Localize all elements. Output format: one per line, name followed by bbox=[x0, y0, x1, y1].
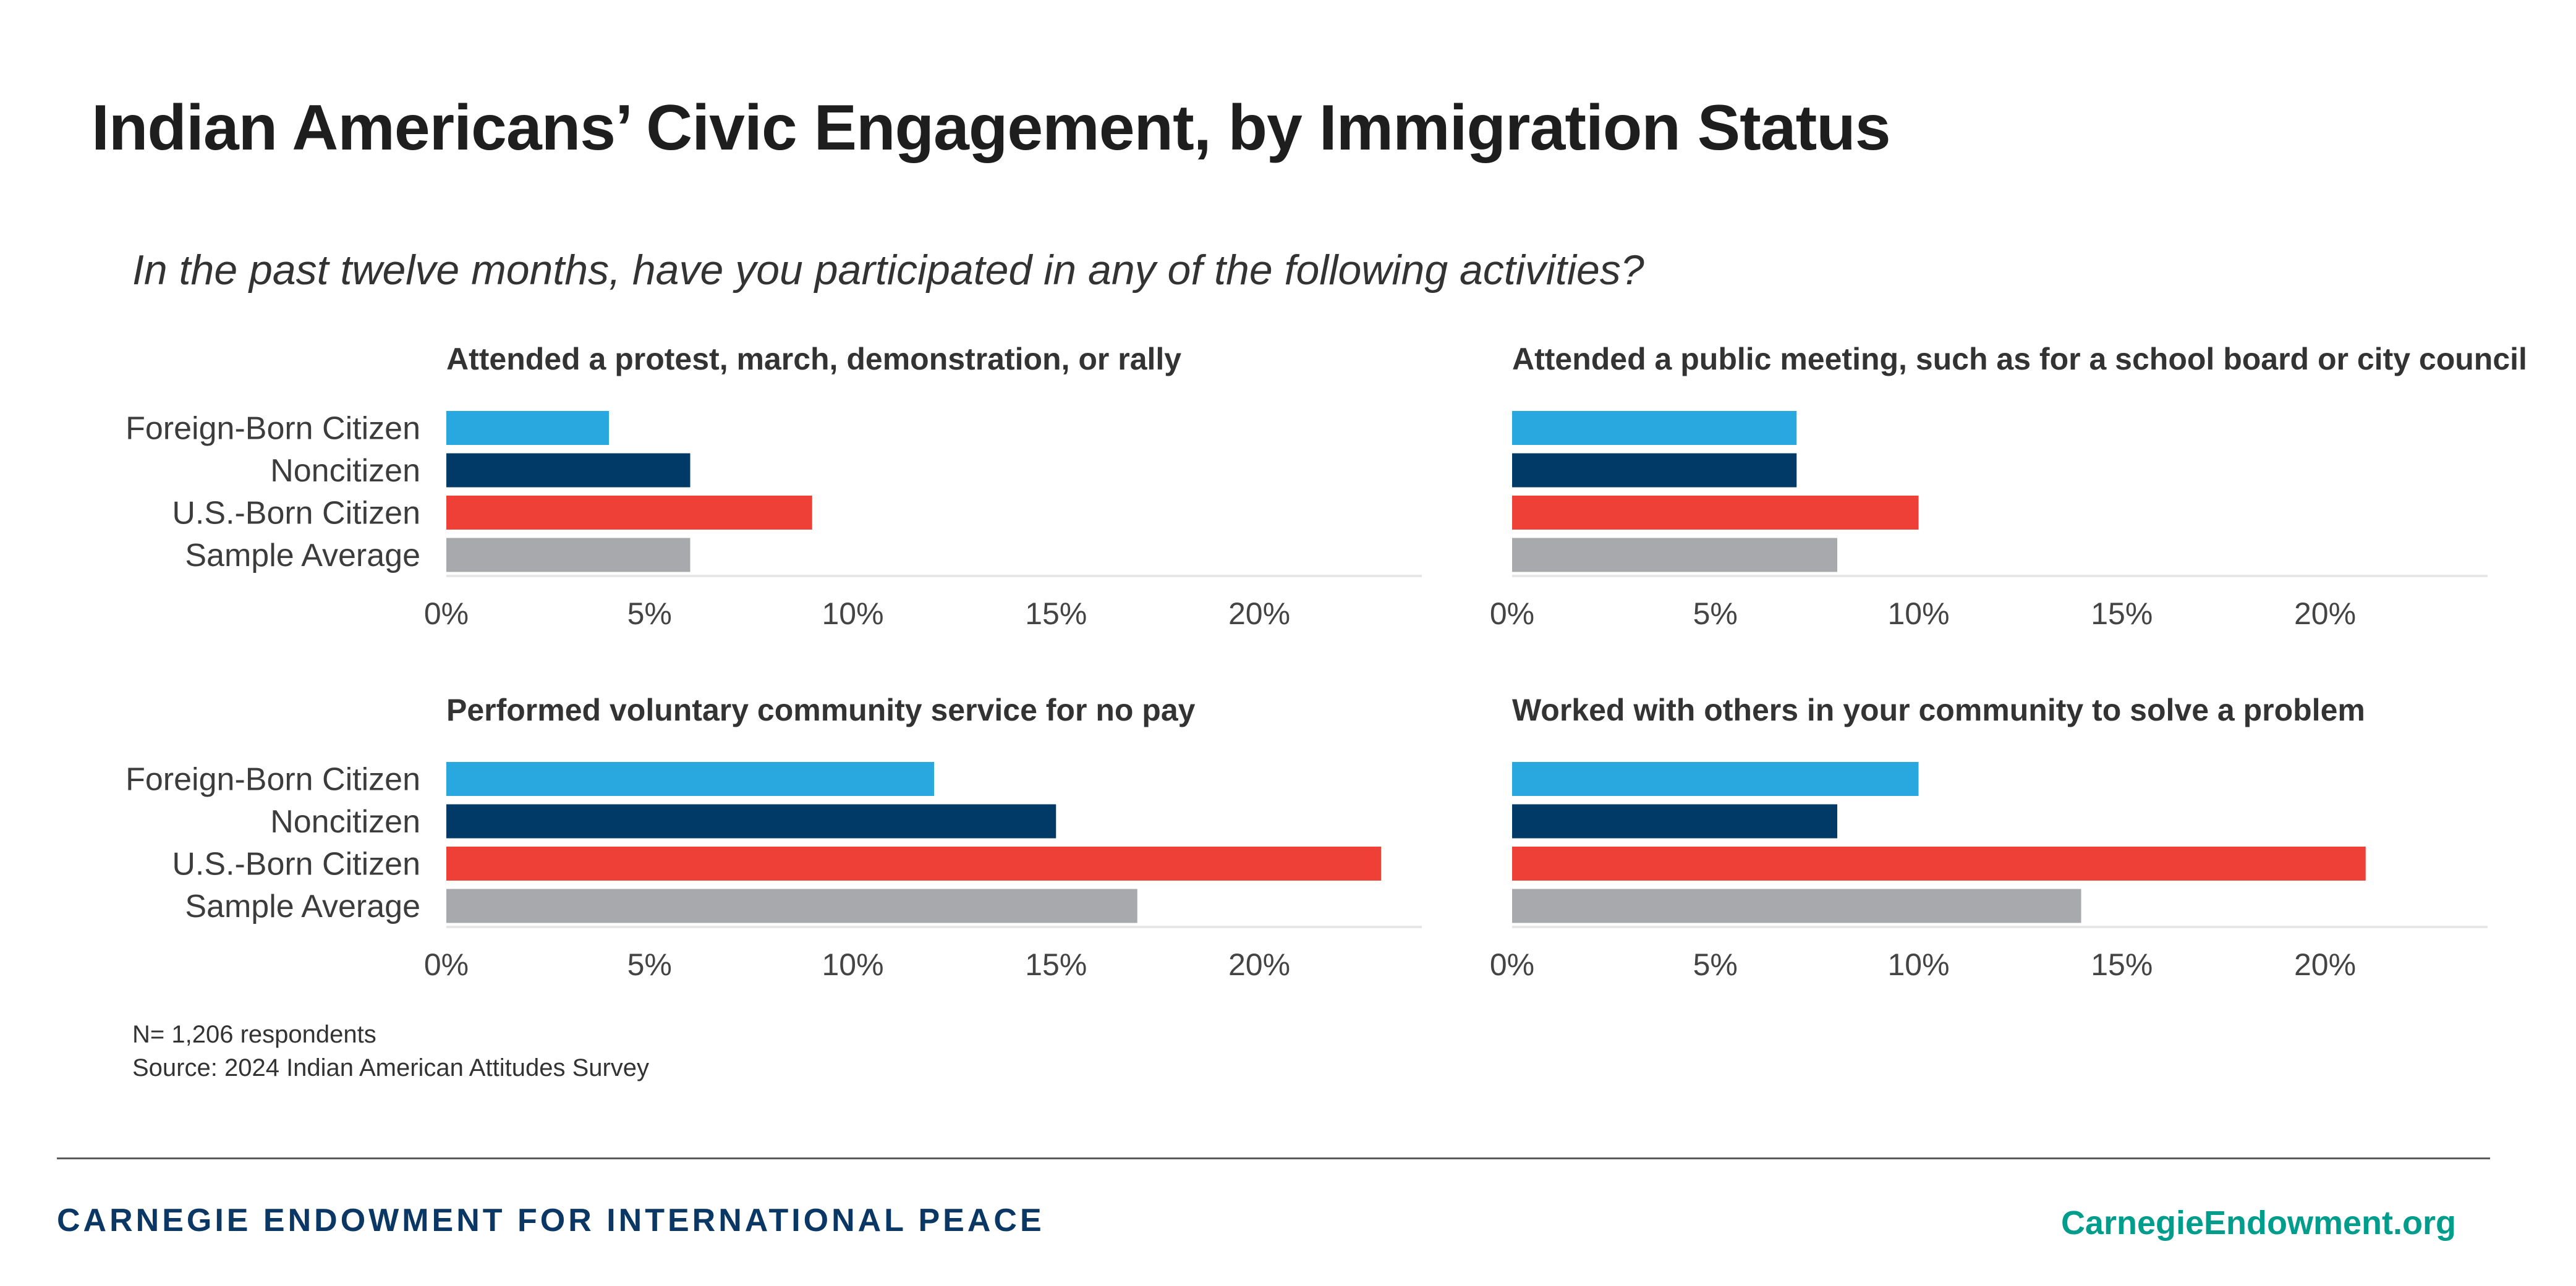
bar-noncitizen bbox=[446, 804, 1056, 839]
x-tick-label: 10% bbox=[1887, 947, 1949, 982]
category-label: U.S.-Born Citizen bbox=[172, 496, 420, 531]
x-tick-label: 15% bbox=[1025, 596, 1087, 631]
x-tick-label: 5% bbox=[627, 596, 672, 631]
bar-sample-average bbox=[1512, 889, 2081, 923]
bar-u-s-born-citizen bbox=[1512, 496, 1919, 530]
x-tick-label: 0% bbox=[424, 596, 469, 631]
footer-organization: CARNEGIE ENDOWMENT FOR INTERNATIONAL PEA… bbox=[57, 1203, 1045, 1238]
category-label: Sample Average bbox=[185, 538, 420, 573]
panel-title: Attended a public meeting, such as for a… bbox=[1512, 342, 2527, 376]
panel-protest: Attended a protest, march, demonstration… bbox=[125, 342, 1422, 631]
x-tick-label: 10% bbox=[822, 596, 883, 631]
bar-foreign-born-citizen bbox=[1512, 762, 1919, 796]
bar-noncitizen bbox=[446, 453, 691, 488]
bar-noncitizen bbox=[1512, 804, 1837, 839]
x-tick-label: 5% bbox=[1693, 596, 1738, 631]
panel-title: Performed voluntary community service fo… bbox=[446, 693, 1196, 727]
footer-website-link[interactable]: CarnegieEndowment.org bbox=[2060, 1204, 2456, 1242]
x-tick-label: 5% bbox=[627, 947, 672, 982]
bar-foreign-born-citizen bbox=[446, 411, 609, 445]
bar-u-s-born-citizen bbox=[446, 496, 812, 530]
x-tick-label: 0% bbox=[424, 947, 469, 982]
category-label: Foreign-Born Citizen bbox=[125, 762, 420, 798]
panel-community-problem: Worked with others in your community to … bbox=[1490, 693, 2488, 982]
bar-u-s-born-citizen bbox=[1512, 847, 2366, 881]
x-tick-label: 15% bbox=[2091, 596, 2153, 631]
category-label: U.S.-Born Citizen bbox=[172, 847, 420, 882]
bar-u-s-born-citizen bbox=[446, 847, 1382, 881]
x-tick-label: 15% bbox=[1025, 947, 1087, 982]
bar-sample-average bbox=[1512, 538, 1837, 572]
sample-size-note: N= 1,206 respondents bbox=[132, 1021, 376, 1048]
x-tick-label: 15% bbox=[2091, 947, 2153, 982]
bar-foreign-born-citizen bbox=[446, 762, 934, 796]
page-title: Indian Americans’ Civic Engagement, by I… bbox=[91, 92, 1891, 164]
x-tick-label: 20% bbox=[1228, 947, 1290, 982]
category-label: Noncitizen bbox=[270, 804, 420, 840]
source-note: Source: 2024 Indian American Attitudes S… bbox=[132, 1054, 650, 1081]
panel-community-service: Performed voluntary community service fo… bbox=[125, 693, 1422, 982]
bar-sample-average bbox=[446, 889, 1137, 923]
panel-title: Attended a protest, march, demonstration… bbox=[446, 342, 1181, 376]
bar-noncitizen bbox=[1512, 453, 1797, 488]
x-tick-label: 20% bbox=[2294, 596, 2356, 631]
category-label: Noncitizen bbox=[270, 453, 420, 489]
panel-title: Worked with others in your community to … bbox=[1512, 693, 2365, 727]
x-tick-label: 0% bbox=[1490, 596, 1534, 631]
footer-divider bbox=[57, 1157, 2490, 1159]
x-tick-label: 10% bbox=[1887, 596, 1949, 631]
x-tick-label: 5% bbox=[1693, 947, 1738, 982]
chart-subtitle: In the past twelve months, have you part… bbox=[132, 247, 1644, 294]
x-tick-label: 0% bbox=[1490, 947, 1534, 982]
x-tick-label: 20% bbox=[1228, 596, 1290, 631]
category-label: Sample Average bbox=[185, 889, 420, 924]
panel-public-meeting: Attended a public meeting, such as for a… bbox=[1490, 342, 2527, 631]
category-label: Foreign-Born Citizen bbox=[125, 411, 420, 447]
bar-foreign-born-citizen bbox=[1512, 411, 1797, 445]
x-tick-label: 10% bbox=[822, 947, 883, 982]
bar-sample-average bbox=[446, 538, 691, 572]
x-tick-label: 20% bbox=[2294, 947, 2356, 982]
